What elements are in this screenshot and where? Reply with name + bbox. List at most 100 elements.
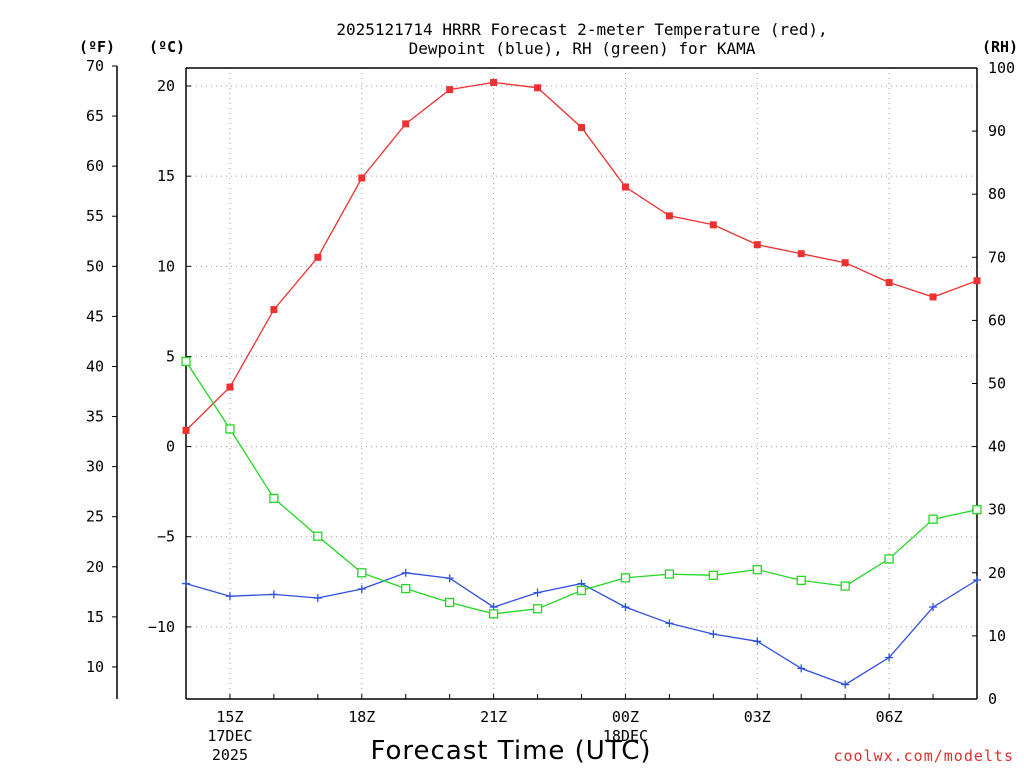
x-tick-label: 18Z (348, 708, 375, 726)
temperature-point (358, 174, 366, 182)
fahrenheit-tick-label: 60 (86, 157, 104, 175)
dewpoint-point (885, 653, 894, 662)
fahrenheit-tick-label: 25 (86, 508, 104, 526)
temperature-point (270, 306, 278, 314)
fahrenheit-unit-label: (ºF) (79, 38, 115, 56)
fahrenheit-tick-label: 15 (86, 608, 104, 626)
rh-tick-label: 20 (988, 564, 1006, 582)
temperature-point (534, 84, 542, 92)
dewpoint-point (357, 585, 366, 594)
x-axis-title: Forecast Time (UTC) (370, 736, 651, 766)
rh-point (576, 585, 587, 596)
x-tick-label: 21Z (480, 708, 507, 726)
fahrenheit-tick-label: 10 (86, 658, 104, 676)
temperature-point (490, 78, 498, 86)
rh-tick-label: 40 (988, 438, 1006, 456)
rh-point (401, 583, 411, 594)
fahrenheit-tick-label: 40 (86, 357, 104, 375)
celsius-unit-label: (ºC) (149, 38, 185, 56)
dewpoint-point (533, 588, 542, 597)
celsius-tick-label: 20 (157, 77, 175, 95)
rh-point (620, 573, 631, 583)
temperature-point (973, 277, 981, 285)
rh-point (488, 609, 499, 619)
rh-point (796, 575, 806, 586)
dewpoint-point (269, 590, 278, 599)
rh-point (840, 581, 850, 591)
tick-labels: 7065605550454035302520151020151050−5−101… (86, 57, 1015, 764)
rh-tick-label: 100 (988, 59, 1015, 77)
x-tick-date-label: 18DEC (603, 727, 648, 745)
rh-tick-label: 90 (988, 122, 1006, 140)
celsius-tick-label: 10 (157, 257, 175, 275)
temperature-point (665, 212, 673, 220)
x-tick-date-label: 2025 (212, 746, 248, 764)
temperature-point (182, 426, 190, 434)
credit-link[interactable]: coolwx.com/modelts (833, 747, 1014, 765)
temperature-point (314, 253, 322, 261)
rh-unit-label: (RH) (982, 38, 1018, 56)
dewpoint-point (709, 630, 718, 639)
temperature-point (709, 221, 717, 229)
axes (112, 65, 978, 700)
x-tick-label: 06Z (876, 708, 903, 726)
fahrenheit-tick-label: 70 (86, 57, 104, 75)
rh-point (445, 597, 455, 608)
dewpoint-point (225, 592, 234, 601)
dewpoint-point (401, 568, 410, 577)
dewpoint-point (621, 603, 630, 612)
rh-point (181, 356, 191, 367)
rh-point (357, 568, 367, 578)
grid-lines (186, 68, 977, 699)
rh-point (972, 505, 982, 515)
rh-point (752, 564, 762, 575)
rh-point (928, 514, 938, 524)
temperature-point (446, 86, 454, 94)
celsius-tick-label: 0 (166, 438, 175, 456)
dewpoint-point (797, 664, 806, 673)
fahrenheit-tick-label: 50 (86, 257, 104, 275)
rh-tick-label: 30 (988, 501, 1006, 519)
rh-tick-label: 60 (988, 311, 1006, 329)
temperature-point (841, 259, 849, 267)
rh-tick-label: 0 (988, 690, 997, 708)
rh-tick-label: 80 (988, 185, 1006, 203)
fahrenheit-tick-label: 65 (86, 107, 104, 125)
temperature-point (402, 120, 410, 128)
dewpoint-point (182, 579, 190, 588)
dewpoint-point (313, 594, 322, 603)
temperature-point (885, 279, 893, 287)
chart-title-line-1: 2025121714 HRRR Forecast 2-meter Tempera… (336, 20, 827, 39)
temperature-point (797, 250, 805, 258)
temperature-point (226, 383, 234, 391)
dewpoint-point (929, 603, 938, 612)
rh-point (269, 493, 279, 503)
x-tick-date-label: 17DEC (207, 727, 252, 745)
fahrenheit-tick-label: 55 (86, 207, 104, 225)
chart-title-line-2: Dewpoint (blue), RH (green) for KAMA (409, 39, 756, 58)
fahrenheit-tick-label: 30 (86, 458, 104, 476)
rh-point (708, 570, 718, 580)
rh-point (664, 569, 675, 579)
dewpoint-point (445, 574, 454, 583)
dewpoint-point (841, 680, 850, 689)
temperature-point (578, 123, 585, 131)
fahrenheit-tick-label: 35 (86, 408, 104, 426)
temperature-point (753, 241, 761, 249)
x-tick-label: 03Z (744, 708, 771, 726)
x-tick-label: 15Z (216, 708, 243, 726)
temperature-point (621, 183, 629, 191)
rh-point (884, 554, 894, 564)
celsius-tick-label: −10 (148, 618, 175, 636)
rh-tick-label: 70 (988, 248, 1006, 266)
dewpoint-point (753, 637, 762, 646)
fahrenheit-tick-label: 45 (86, 307, 104, 325)
celsius-tick-label: 5 (166, 347, 175, 365)
dewpoint-point (665, 619, 674, 628)
rh-point (532, 604, 543, 614)
dewpoint-point (973, 576, 981, 585)
fahrenheit-tick-label: 20 (86, 558, 104, 576)
celsius-tick-label: 15 (157, 167, 175, 185)
